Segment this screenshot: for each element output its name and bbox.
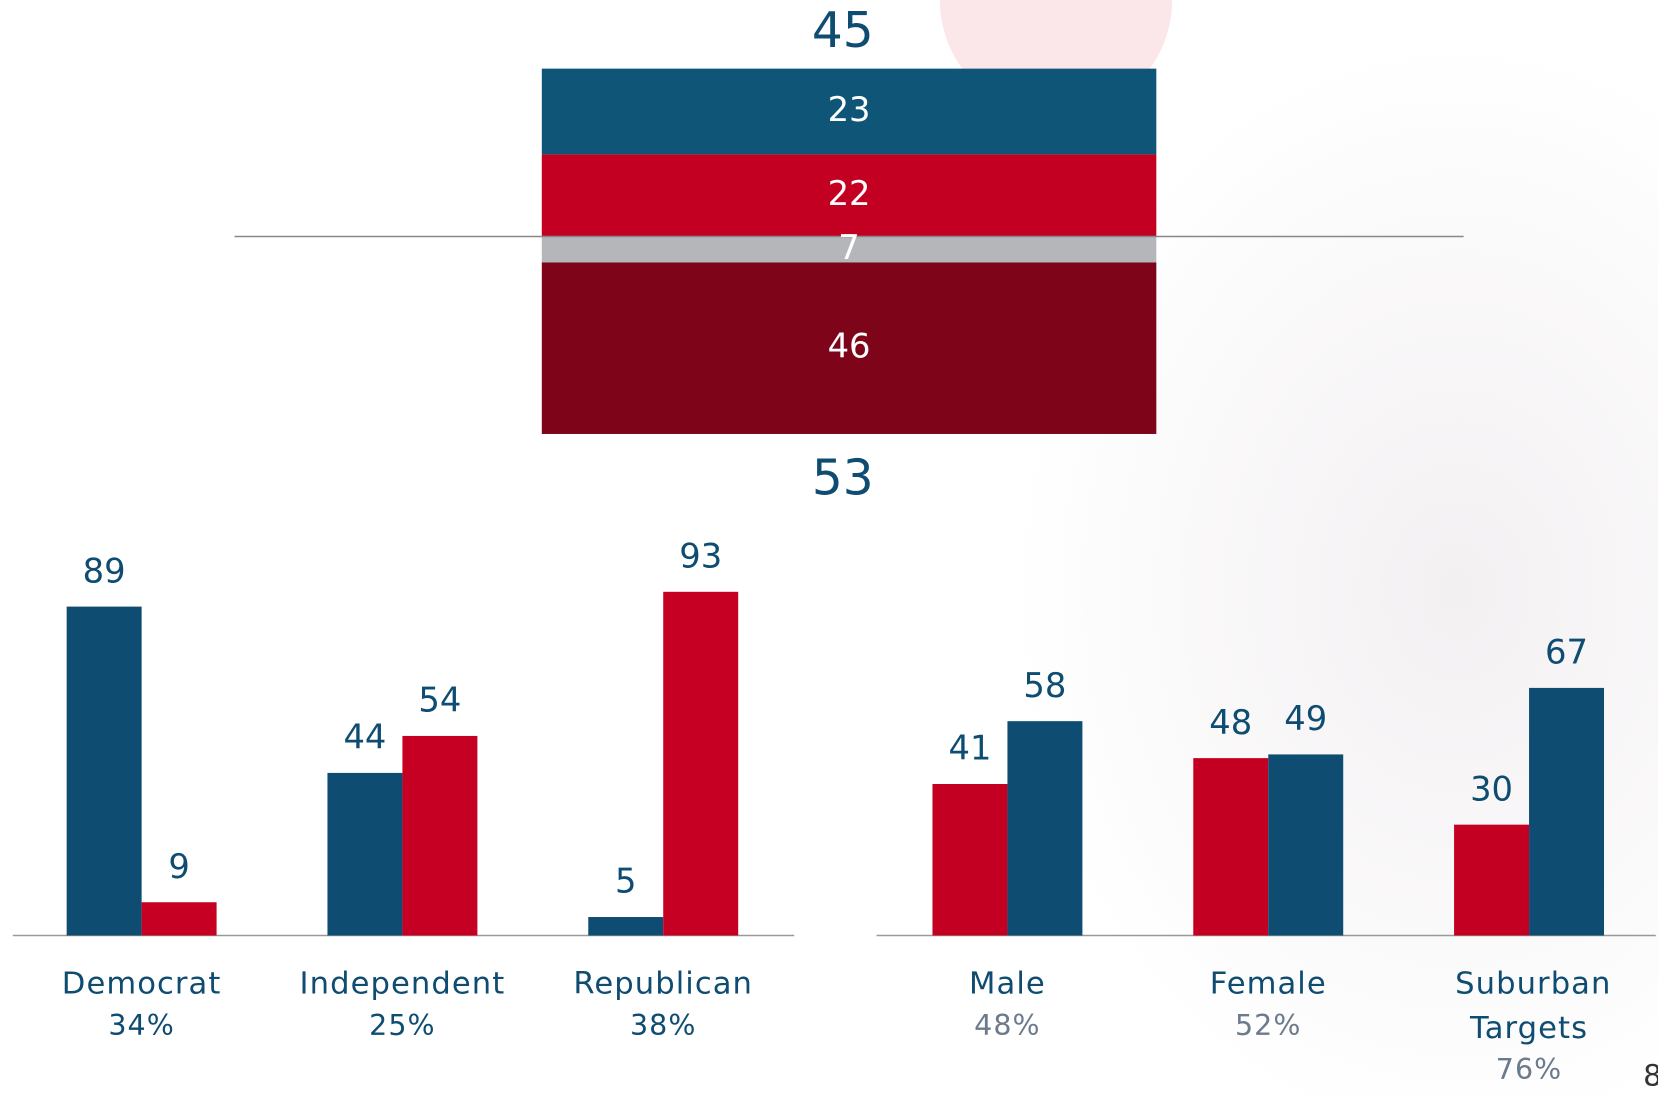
category-name: Republican	[573, 965, 754, 1001]
value-label: 67	[1545, 633, 1588, 672]
stack-segment	[541, 262, 1157, 434]
bar	[1007, 721, 1083, 936]
value-label: 9	[168, 847, 189, 886]
segment-label: 23	[828, 90, 871, 129]
segment-label: 22	[828, 174, 871, 213]
category-share: 34%	[108, 1009, 175, 1043]
value-label: 49	[1284, 699, 1327, 738]
total-label: 45	[812, 3, 874, 59]
category-share: 52%	[1234, 1009, 1302, 1043]
category-share: 38%	[629, 1009, 697, 1043]
bar	[588, 917, 664, 936]
page-number: 8	[1643, 1058, 1658, 1092]
category-name: Suburban Targets	[1455, 965, 1612, 1046]
bar	[663, 591, 739, 936]
value-label: 48	[1209, 703, 1252, 742]
value-label: 44	[343, 718, 386, 757]
stack-segment	[541, 154, 1157, 237]
category-name: Female	[1209, 965, 1327, 1001]
category-share: 48%	[974, 1009, 1041, 1043]
value-label: 41	[948, 729, 991, 768]
category-label: Independent 25%	[299, 965, 506, 1043]
value-label: 30	[1470, 769, 1513, 808]
value-label: 54	[418, 681, 461, 720]
category-share: 25%	[369, 1009, 436, 1043]
category-share: 76%	[1495, 1053, 1563, 1087]
bar	[1454, 824, 1530, 936]
value-label: 5	[615, 862, 636, 901]
value-label: 93	[679, 537, 722, 576]
stack-segment	[541, 236, 1157, 263]
segment-label: 7	[838, 228, 859, 267]
segment-label: 46	[828, 327, 871, 366]
bar	[402, 735, 478, 936]
category-label: Male 48%	[969, 965, 1046, 1043]
value-label: 89	[83, 551, 126, 590]
category-name: Male	[969, 965, 1046, 1001]
bar	[1529, 687, 1605, 936]
bar	[1268, 754, 1344, 936]
category-label: Democrat 34%	[61, 965, 222, 1043]
category-label: Republican 38%	[573, 965, 754, 1043]
category-label: Female 52%	[1209, 965, 1327, 1043]
stack-segment	[541, 68, 1157, 155]
bar	[141, 902, 217, 936]
category-name: Independent	[299, 965, 506, 1001]
bar	[932, 783, 1008, 936]
total-label: 53	[812, 450, 874, 506]
bar	[327, 772, 403, 936]
bar	[66, 606, 142, 936]
category-label: Suburban Targets 76%	[1455, 965, 1612, 1087]
value-label: 58	[1023, 666, 1066, 705]
category-name: Democrat	[61, 965, 222, 1001]
bar	[1193, 758, 1269, 936]
